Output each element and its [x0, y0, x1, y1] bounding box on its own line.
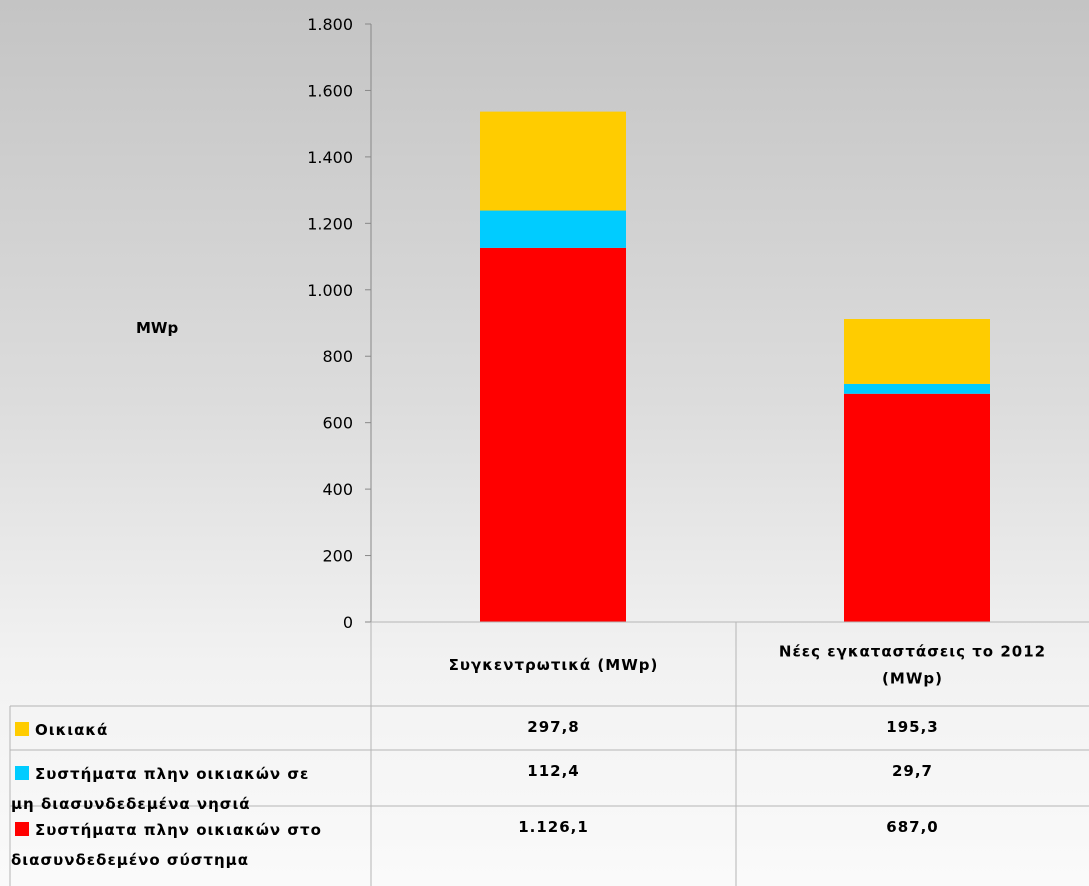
- bar-segment: [480, 247, 626, 622]
- legend-swatch: [15, 766, 29, 780]
- bar-segment: [480, 111, 626, 211]
- legend-swatch: [15, 822, 29, 836]
- data-label: 687,0: [886, 818, 938, 836]
- table-header: Νέες εγκαταστάσεις το 2012: [779, 643, 1046, 661]
- bar-segment: [844, 383, 990, 394]
- y-tick-label: 0: [343, 613, 353, 632]
- y-tick-label: 1.600: [307, 81, 353, 100]
- y-tick-label: 1.000: [307, 281, 353, 300]
- y-tick-label: 600: [322, 414, 353, 433]
- table-header: Συγκεντρωτικά (MWp): [449, 656, 659, 674]
- y-tick-label: 400: [322, 480, 353, 499]
- bar-segment: [844, 319, 990, 384]
- legend-label: Συστήματα πλην οικιακών στο: [35, 821, 322, 839]
- legend-swatch: [15, 722, 29, 736]
- y-tick-label: 1.200: [307, 214, 353, 233]
- y-tick-label: 200: [322, 547, 353, 566]
- data-label: 112,4: [527, 762, 579, 780]
- data-label: 1.126,1: [518, 818, 589, 836]
- legend-label: μη διασυνδεδεμένα νησιά: [11, 795, 251, 813]
- bar-segment: [480, 210, 626, 248]
- y-axis-label: MWp: [136, 319, 178, 337]
- legend-label: διασυνδεδεμένο σύστημα: [11, 851, 249, 869]
- bar-segment: [844, 393, 990, 622]
- legend-label: Συστήματα πλην οικιακών σε: [35, 765, 309, 783]
- y-tick-label: 800: [322, 347, 353, 366]
- y-tick-label: 1.800: [307, 15, 353, 34]
- data-label: 29,7: [892, 762, 933, 780]
- table-header: (MWp): [882, 670, 943, 688]
- data-label: 195,3: [886, 718, 938, 736]
- data-label: 297,8: [527, 718, 579, 736]
- y-tick-label: 1.400: [307, 148, 353, 167]
- legend-label: Οικιακά: [35, 721, 108, 739]
